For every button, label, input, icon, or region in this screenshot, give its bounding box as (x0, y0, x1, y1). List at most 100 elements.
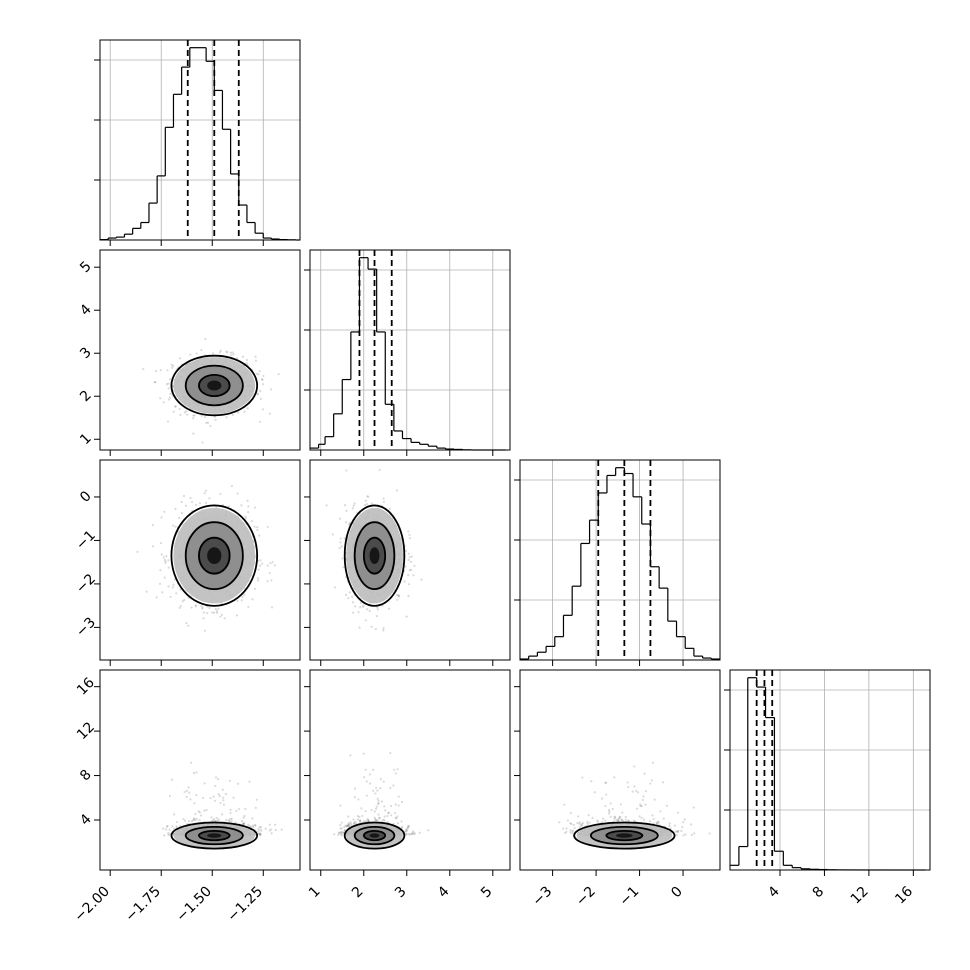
sample-point (396, 768, 399, 771)
sample-point (408, 556, 411, 559)
sample-point (216, 819, 219, 822)
sample-point (393, 768, 396, 771)
sample-point (222, 799, 225, 802)
sample-point (203, 415, 207, 419)
sample-point (259, 828, 262, 831)
sample-point (261, 562, 264, 565)
sample-point (379, 787, 382, 790)
sample-point (254, 506, 257, 509)
sample-point (172, 364, 175, 367)
sample-point (410, 832, 413, 835)
sample-point (259, 834, 262, 837)
sample-point (412, 830, 415, 833)
sample-point (259, 397, 262, 400)
sample-point (257, 373, 260, 376)
sample-point (364, 768, 367, 771)
sample-point (243, 593, 246, 596)
sample-point (337, 831, 340, 834)
sample-point (389, 751, 392, 755)
sample-point (365, 780, 368, 783)
sample-point (649, 782, 652, 785)
density-level (207, 380, 222, 391)
contour-line (184, 364, 244, 407)
x-tick-label: 16 (892, 883, 916, 907)
sample-point (683, 818, 686, 821)
sample-point (413, 832, 416, 835)
sample-point (253, 587, 257, 590)
sample-point (375, 805, 378, 808)
sample-point (337, 833, 340, 836)
contour-line (170, 821, 259, 850)
sample-point (243, 410, 246, 413)
sample-point (382, 627, 385, 630)
sample-point (361, 605, 365, 608)
sample-point (228, 779, 232, 782)
sample-point (244, 807, 247, 810)
sample-point (338, 832, 341, 835)
sample-point (166, 420, 170, 423)
sample-point (166, 824, 169, 828)
sample-point (395, 594, 399, 597)
sample-point (237, 782, 240, 785)
sample-point (226, 351, 229, 354)
sample-point (392, 784, 395, 787)
sample-point (183, 411, 186, 414)
sample-point (356, 818, 359, 821)
sample-point (258, 825, 261, 829)
sample-point (339, 537, 342, 540)
sample-point (400, 826, 403, 829)
sample-point (168, 396, 172, 399)
sample-point (387, 811, 390, 814)
sample-point (375, 614, 378, 618)
sample-point (243, 822, 246, 825)
sample-point (259, 389, 262, 393)
y-tick-label: 8 (77, 767, 95, 785)
sample-point (370, 625, 373, 628)
sample-point (205, 612, 209, 615)
sample-point (167, 833, 170, 837)
sample-point (202, 611, 205, 614)
sample-point (602, 817, 605, 820)
sample-point (198, 818, 201, 822)
sample-point (224, 793, 228, 796)
sample-point (407, 826, 410, 829)
sample-point (273, 564, 276, 567)
contour-line (353, 521, 396, 591)
panel-frame (519, 459, 721, 661)
sample-point (194, 819, 197, 822)
sample-point (262, 374, 265, 378)
sample-point (242, 822, 245, 825)
sample-point (407, 558, 410, 562)
sample-point (386, 814, 389, 818)
sample-point (183, 598, 186, 602)
sample-point (174, 507, 177, 511)
y-tick-label: 12 (74, 719, 98, 743)
sample-point (192, 417, 195, 420)
sample-point (361, 814, 364, 818)
sample-point (186, 413, 189, 416)
sample-point (357, 611, 360, 614)
sample-point (349, 822, 353, 825)
sample-point (366, 608, 369, 611)
sample-point (407, 824, 411, 828)
panel-background (310, 250, 510, 450)
sample-point (266, 564, 269, 567)
sample-point (215, 505, 218, 509)
sample-point (174, 405, 177, 408)
sample-point (168, 828, 171, 831)
sample-point (362, 775, 366, 779)
sample-point (408, 833, 412, 836)
sample-point (200, 348, 203, 352)
sample-point (251, 817, 254, 820)
sample-point (199, 814, 203, 817)
panel-frame (99, 459, 301, 661)
sample-point (359, 820, 362, 823)
panel-background (100, 250, 300, 450)
sample-point (389, 804, 393, 808)
sample-point (343, 504, 347, 507)
sample-point (171, 586, 175, 589)
sample-point (201, 606, 204, 609)
sample-point (162, 827, 165, 830)
sample-point (377, 802, 380, 806)
sample-point (254, 359, 258, 362)
